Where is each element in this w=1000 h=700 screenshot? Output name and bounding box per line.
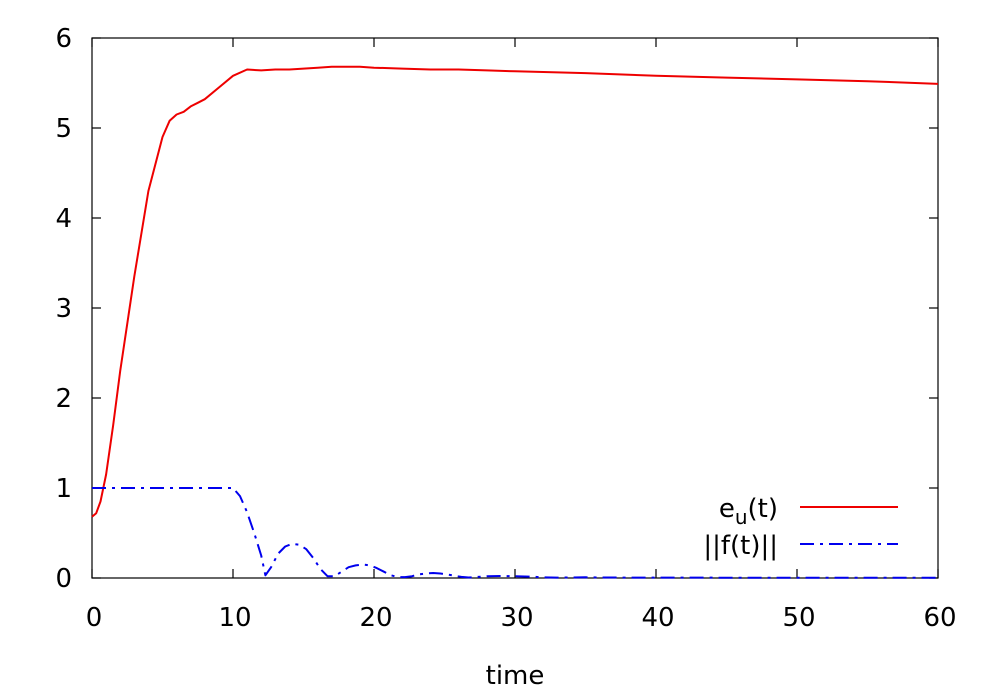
axis-tick-labels: 0 10 20 30 40 50 60 0 1 2 3 4 5 6 <box>55 24 956 633</box>
y-tick-label: 6 <box>55 24 72 54</box>
x-tick-label: 0 <box>86 603 103 633</box>
x-tick-label: 50 <box>782 603 815 633</box>
series-line-1 <box>92 487 938 579</box>
legend-label-f: ||f(t)|| <box>703 531 778 561</box>
plot-frame <box>91 37 939 579</box>
legend-label-eu-main: e <box>719 494 735 524</box>
axis-ticks <box>91 37 939 579</box>
x-tick-label: 40 <box>641 603 674 633</box>
y-tick-label: 2 <box>55 384 72 414</box>
legend-label-eu-sub: u <box>735 505 748 529</box>
y-tick-label: 0 <box>55 564 72 594</box>
x-axis-title: time <box>486 661 545 691</box>
x-tick-label: 30 <box>500 603 533 633</box>
legend-label-eu: eu(t) <box>719 494 778 529</box>
series-lines <box>91 65 939 579</box>
x-tick-label: 60 <box>923 603 956 633</box>
legend-label-eu-tail: (t) <box>748 494 778 524</box>
x-tick-label: 20 <box>359 603 392 633</box>
y-tick-label: 5 <box>55 114 72 144</box>
y-tick-label: 4 <box>55 204 72 234</box>
legend: eu(t) ||f(t)|| <box>703 494 898 561</box>
x-tick-label: 10 <box>218 603 251 633</box>
y-tick-label: 3 <box>55 294 72 324</box>
y-tick-label: 1 <box>55 474 72 504</box>
series-line-0 <box>91 65 939 518</box>
